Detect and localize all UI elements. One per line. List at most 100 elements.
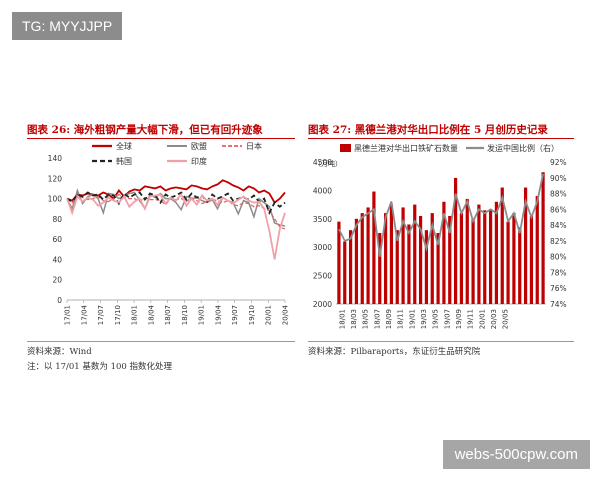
bar [471,218,475,304]
y2-tick-label: 86% [550,205,567,214]
legend-label: 发运中国比例（右） [487,143,559,153]
x-tick-label: 18/07 [164,305,172,325]
bar [442,201,446,304]
legend-label: 韩国 [116,156,132,166]
watermark-bottom-right: webs-500cpw.com [442,440,590,469]
x-tick-label: 19/07 [443,309,451,329]
right-source: 资料来源：Pilbaraports，东证衍生品研究院 [308,347,481,357]
right-bottom-rule [308,341,574,342]
bar [488,210,493,304]
y-tick-label: 60 [52,235,62,244]
x-tick-label: 19/03 [420,309,428,329]
bar [459,213,464,304]
bar [518,227,522,304]
legend-swatch [340,144,351,152]
left-line-chart: 0 20 40 60 80 100 120 140 17/01 17/04 17/07 17/10 18… [48,141,290,325]
bar [500,187,504,304]
bar [494,201,499,304]
x-tick-label: 20/01 [265,305,273,325]
bar [383,213,388,304]
bar [512,213,516,304]
y-tick-label: 3000 [313,243,332,252]
x-tick-label: 17/07 [97,305,105,325]
bar [477,204,481,304]
x-tick-label: 20/04 [282,304,290,325]
bar [436,233,440,304]
bar [366,207,370,304]
bar [378,233,382,304]
x-tick-label: 19/09 [455,309,463,329]
bar [401,207,405,304]
bar [418,215,423,304]
x-tick-label: 19/07 [231,305,239,325]
x-tick-label: 17/04 [80,304,88,325]
y-tick-label: 2000 [313,300,332,309]
bar [407,224,411,304]
x-tick-label: 18/05 [362,309,370,329]
y-tick-label: 120 [48,174,63,183]
y2-tick-label: 82% [550,237,567,246]
y-tick-label: 3500 [313,215,332,224]
ratio-line [338,173,544,257]
left-bottom-rule [27,341,295,342]
bar [360,213,364,304]
bar [389,204,394,304]
x-tick-label: 20/03 [490,309,498,329]
y2-tick-label: 80% [550,253,567,262]
bar [541,172,545,304]
right-bar-line-chart: 2000 2500 3000 3500 4000 4500 74% 76% 78% 80% 82% 8… [313,143,567,329]
x-tick-label: 18/04 [147,304,155,325]
x-tick-label: 19/11 [467,309,475,329]
y2-tick-label: 92% [550,158,567,167]
y2-tick-label: 84% [550,221,567,230]
y2-tick-label: 74% [550,300,567,309]
y-tick-label: 80 [52,215,62,224]
bar [424,230,429,304]
y-tick-label: 140 [48,154,63,163]
x-tick-label: 18/01 [131,305,139,325]
x-tick-label: 18/10 [181,305,189,325]
x-tick-label: 20/05 [502,309,510,329]
x-tick-label: 19/10 [248,305,256,325]
bar [506,221,510,304]
left-chart-title: 图表 26: 海外粗钢产量大幅下滑，但已有回升迹象 [27,124,263,136]
bar [413,204,417,304]
right-title-rule [308,138,574,139]
left-title-rule [27,138,295,139]
bar [523,187,528,304]
legend-label: 黑德兰港对华出口铁矿石数量 [354,143,458,153]
watermark-top-left: TG: MYYJJPP [12,12,123,40]
x-tick-label: 18/07 [373,309,381,329]
y2-tick-label: 76% [550,284,567,293]
x-tick-label: 18/11 [397,309,405,329]
left-note: 注：以 17/01 基数为 100 指数化处理 [27,362,173,372]
y-tick-label: 100 [48,195,63,204]
y-tick-label: 40 [52,255,62,264]
series-line-1 [66,179,286,204]
x-tick-label: 18/03 [350,309,358,329]
y2-tick-label: 90% [550,174,567,183]
legend-label: 欧盟 [191,141,207,151]
x-tick-label: 18/09 [385,309,393,329]
y-tick-label: 2500 [313,272,332,281]
x-tick-label: 19/05 [432,309,440,329]
bar [465,198,469,304]
legend-label: 印度 [191,156,207,166]
bar [348,230,353,304]
bar [372,191,376,304]
y-tick-label: 20 [52,276,62,285]
x-tick-label: 17/01 [64,305,72,325]
x-tick-label: 17/10 [114,305,122,325]
bar [395,230,399,304]
y-tick-label: 4000 [313,186,332,195]
bar [529,215,534,304]
y2-tick-label: 88% [550,190,567,199]
bar [430,213,434,304]
bar [354,218,359,304]
bar [535,196,539,304]
bar [483,210,487,304]
x-tick-label: 19/01 [408,309,416,329]
y-tick-label: 4500 [313,158,332,167]
x-tick-label: 19/04 [214,304,222,325]
right-chart-title: 图表 27: 黑德兰港对华出口比例在 5 月创历史记录 [308,124,548,136]
